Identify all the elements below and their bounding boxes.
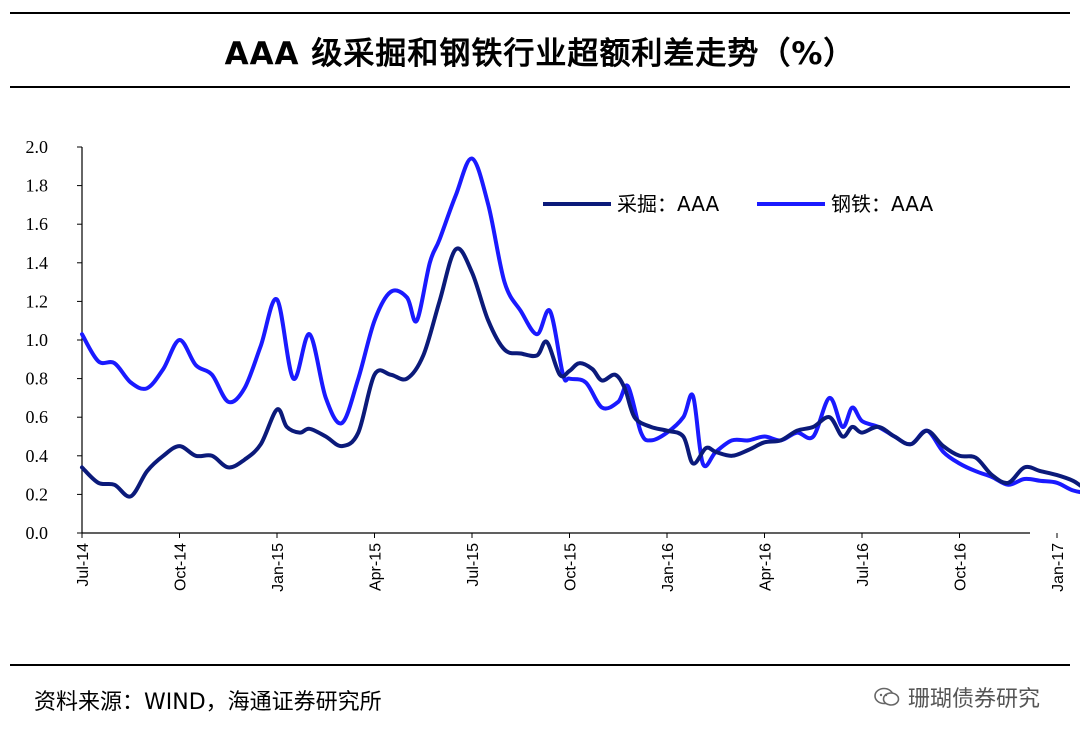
legend: 采掘：AAA 钢铁：AAA: [543, 192, 933, 216]
series-layer: [80, 156, 1080, 499]
y-tick-label: 0.8: [26, 369, 49, 389]
legend-label-mining: 采掘：AAA: [617, 192, 719, 216]
y-tick-label: 0.2: [26, 484, 49, 504]
y-tick-label: 1.0: [26, 330, 49, 350]
top-rule: [10, 12, 1070, 14]
y-tick-label: 0.6: [26, 407, 49, 427]
watermark-text: 珊瑚债券研究: [907, 687, 1040, 712]
chart-title: AAA 级采掘和钢铁行业超额利差走势（%）: [224, 36, 856, 72]
watermark: 珊瑚债券研究: [874, 681, 1040, 713]
x-tick-label: Jul-16: [855, 543, 872, 587]
x-tick-label: Jul-15: [465, 543, 482, 587]
y-tick-label: 0.0: [26, 523, 49, 543]
series-line-mining: [80, 246, 1080, 499]
x-tick-label: Oct-15: [563, 543, 580, 591]
x-tick-label: Jan-16: [660, 543, 677, 592]
y-axis: 0.0 0.2 0.4 0.6 0.8 1.0 1.2 1.4 1.6 1.8 2.0: [26, 137, 83, 543]
y-tick-label: 1.6: [26, 214, 49, 234]
x-tick-label: Jul-14: [75, 543, 92, 587]
y-tick-label: 2.0: [26, 137, 49, 157]
x-tick-label: Oct-16: [953, 543, 970, 591]
x-tick-label: Jan-15: [270, 543, 287, 592]
y-tick-label: 1.4: [26, 253, 49, 273]
y-tick-label: 0.4: [26, 446, 49, 466]
y-tick-label: 1.2: [26, 291, 49, 311]
x-tick-label: Apr-16: [758, 543, 775, 591]
x-tick-label: Oct-14: [173, 543, 190, 591]
y-tick-label: 1.8: [26, 176, 49, 196]
legend-label-steel: 钢铁：AAA: [831, 192, 933, 216]
source-note: 资料来源：WIND，海通证券研究所: [34, 690, 382, 715]
title-rule: [10, 86, 1070, 88]
x-tick-label: Apr-15: [368, 543, 385, 591]
bottom-rule: [10, 664, 1070, 666]
wechat-icon: [874, 687, 900, 706]
series-line-steel: [80, 156, 1080, 495]
x-axis: Jul-14 Oct-14 Jan-15 Apr-15 Jul-15 Oct-15 Jan-…: [75, 532, 1067, 592]
x-tick-label: Jan-17: [1050, 543, 1067, 592]
